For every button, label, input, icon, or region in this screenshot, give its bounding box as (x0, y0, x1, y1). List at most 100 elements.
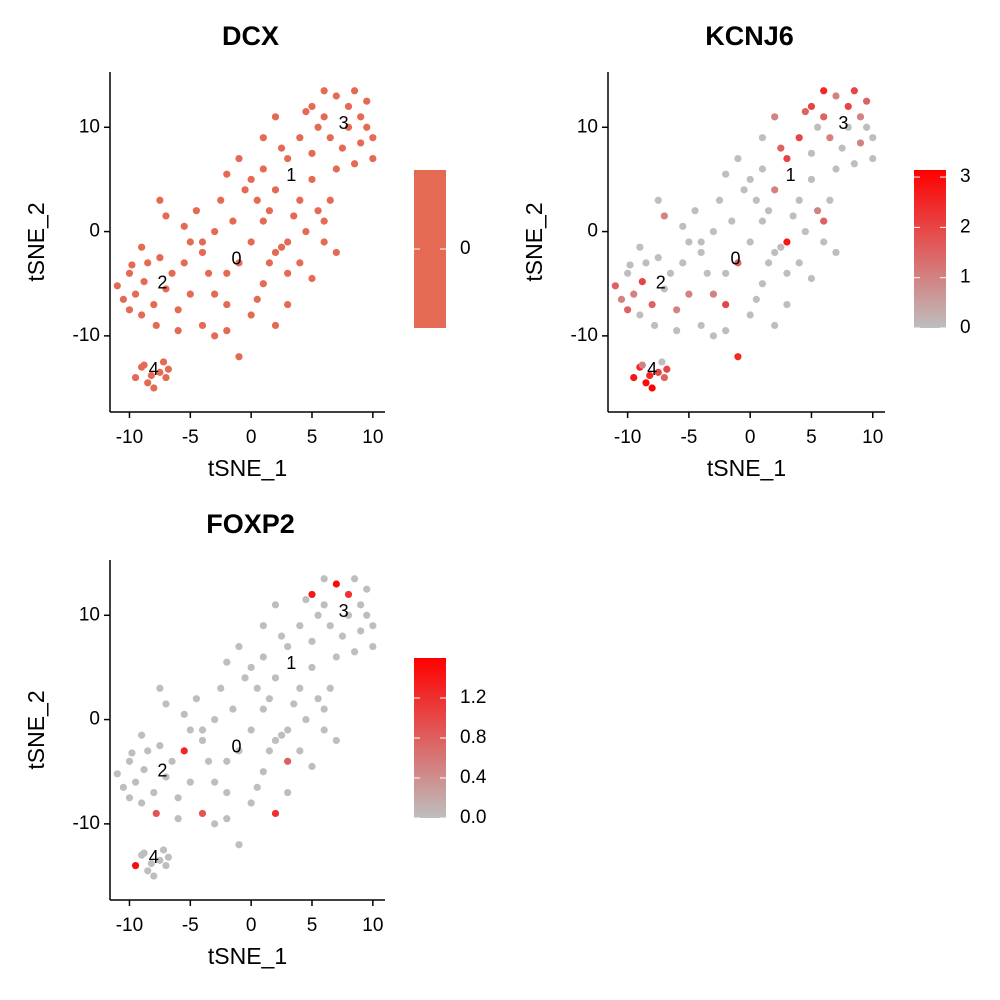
point (229, 217, 237, 225)
point (658, 358, 666, 366)
point (734, 259, 742, 267)
point (685, 238, 693, 246)
point (666, 269, 675, 277)
x-axis-label: tSNE_1 (208, 943, 287, 969)
point (654, 254, 662, 262)
point (223, 327, 231, 335)
point (636, 311, 644, 319)
point (223, 788, 231, 797)
point (332, 736, 340, 745)
point (138, 311, 146, 319)
colorbar-tick-label: 0 (960, 317, 971, 338)
point (369, 134, 377, 142)
point (850, 160, 858, 168)
point (820, 87, 828, 95)
point (265, 695, 274, 703)
point (253, 684, 261, 692)
point (223, 658, 231, 666)
point (338, 144, 347, 152)
point (673, 306, 681, 314)
point (638, 278, 646, 286)
point (277, 731, 286, 739)
point (740, 186, 748, 194)
point (308, 175, 316, 184)
point (174, 306, 182, 314)
point (271, 321, 280, 330)
point (338, 632, 347, 640)
point (308, 590, 316, 599)
point (152, 809, 160, 818)
point (241, 186, 249, 194)
point (140, 361, 148, 369)
point (290, 212, 298, 220)
cluster-label: 4 (149, 359, 159, 379)
point (138, 731, 146, 739)
point (734, 154, 742, 163)
point (180, 222, 188, 230)
point (308, 102, 316, 111)
point (326, 196, 334, 204)
point (350, 160, 359, 168)
point (648, 300, 656, 309)
point (691, 207, 699, 215)
point (344, 123, 353, 131)
point (138, 243, 146, 251)
point (357, 627, 365, 635)
x-tick-label: -10 (116, 915, 143, 936)
point (180, 710, 188, 718)
point (856, 139, 865, 147)
point (838, 144, 846, 152)
point (296, 196, 304, 204)
point (113, 770, 121, 778)
point (350, 87, 359, 95)
point (746, 311, 754, 319)
point (783, 269, 791, 277)
point (752, 196, 760, 204)
y-axis-label: tSNE_2 (521, 202, 547, 281)
point (363, 97, 371, 105)
point (259, 217, 267, 225)
point (832, 248, 840, 257)
cluster-label: 2 (656, 272, 666, 292)
point (650, 321, 659, 330)
point (663, 365, 671, 373)
point (308, 149, 316, 157)
point (296, 747, 304, 755)
point (758, 217, 767, 225)
point (211, 332, 219, 340)
point (685, 290, 693, 298)
point (204, 757, 213, 765)
point (164, 365, 173, 373)
point (679, 259, 687, 267)
point (125, 757, 134, 765)
point (302, 596, 310, 604)
point (128, 261, 136, 269)
point (174, 794, 182, 802)
point (302, 715, 310, 724)
point (253, 783, 261, 791)
point (296, 684, 304, 692)
point (138, 799, 146, 807)
point (869, 134, 877, 142)
point (125, 794, 134, 802)
point (320, 575, 328, 583)
point (259, 622, 267, 630)
point (617, 295, 626, 303)
point (320, 87, 328, 95)
point (131, 290, 140, 298)
point (646, 371, 654, 380)
point (290, 700, 298, 708)
colorbar-tick-label: 0.8 (460, 727, 486, 748)
point (150, 872, 158, 880)
point (320, 217, 328, 225)
point (198, 248, 207, 257)
point (156, 856, 164, 864)
point (265, 207, 274, 215)
point (752, 295, 760, 303)
x-tick-label: 10 (862, 427, 883, 448)
y-tick-label: 10 (79, 604, 100, 625)
point (119, 783, 127, 791)
point (180, 747, 188, 755)
point (673, 327, 681, 335)
point (783, 238, 791, 246)
